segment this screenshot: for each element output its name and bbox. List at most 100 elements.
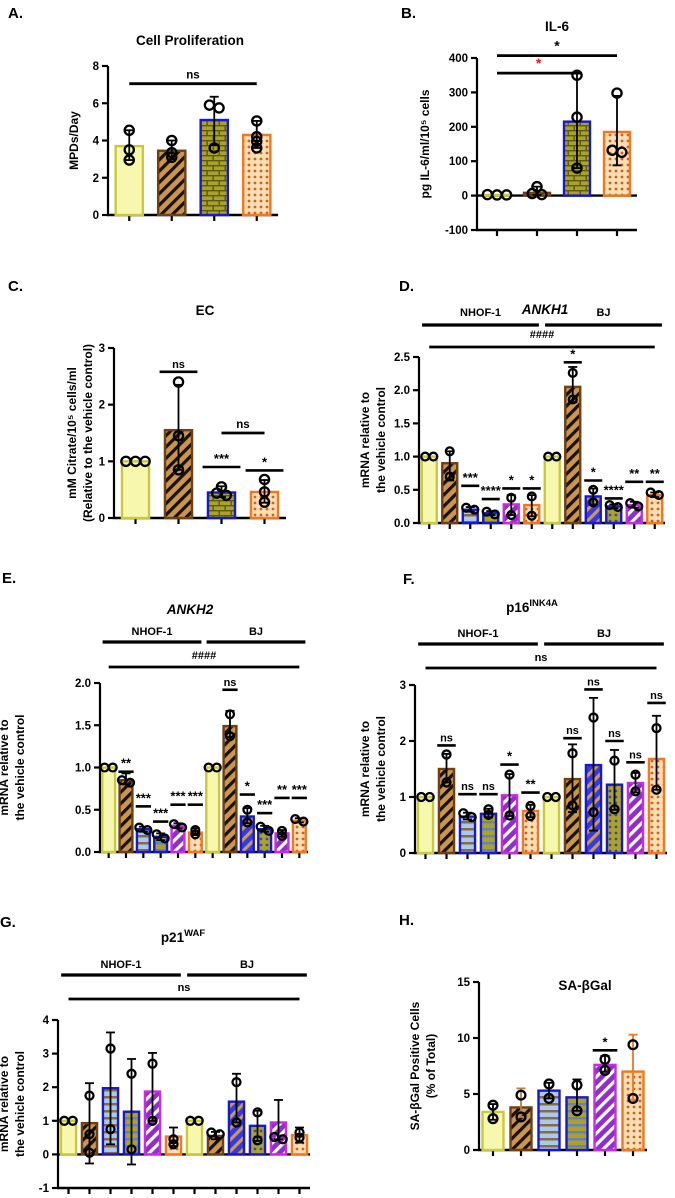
- svg-text:*: *: [262, 454, 268, 469]
- svg-text:*: *: [509, 472, 515, 487]
- svg-text:SA-βGal Positive Cells(% of To: SA-βGal Positive Cells (% of Total): [408, 1001, 438, 1130]
- svg-text:**: **: [650, 466, 661, 481]
- svg-text:***: ***: [292, 782, 308, 797]
- svg-text:*: *: [245, 779, 251, 794]
- svg-text:ns: ns: [172, 359, 185, 371]
- svg-text:IL-6: IL-6: [545, 19, 569, 34]
- svg-text:####: ####: [192, 650, 216, 662]
- svg-text:ns: ns: [608, 728, 621, 740]
- svg-text:1.5: 1.5: [75, 720, 92, 732]
- svg-text:100: 100: [449, 156, 468, 168]
- svg-text:**: **: [629, 466, 640, 481]
- panel-letter-d: D.: [399, 278, 414, 295]
- svg-text:ns: ns: [178, 982, 191, 994]
- svg-text:NHOF-1: NHOF-1: [460, 307, 501, 319]
- svg-text:6: 6: [93, 98, 99, 110]
- svg-text:2.0: 2.0: [75, 678, 91, 690]
- svg-text:**: **: [277, 782, 288, 797]
- svg-text:***: ***: [463, 470, 479, 485]
- svg-text:8: 8: [93, 61, 100, 73]
- svg-text:***: ***: [188, 789, 204, 804]
- svg-text:ns: ns: [224, 677, 237, 689]
- panel-letter-b: B.: [401, 5, 416, 22]
- chart-p21: p21WAF mRNA relative to the vehicle contro…: [0, 928, 310, 1195]
- svg-text:4: 4: [93, 136, 100, 148]
- svg-text:NHOF-1: NHOF-1: [101, 959, 142, 971]
- svg-text:0.5: 0.5: [75, 805, 92, 817]
- svg-text:5: 5: [464, 1089, 471, 1101]
- svg-text:0: 0: [462, 191, 468, 203]
- svg-text:*: *: [554, 38, 560, 54]
- svg-text:200: 200: [449, 122, 468, 134]
- svg-text:**: **: [525, 777, 536, 792]
- svg-text:-100: -100: [445, 225, 468, 237]
- panel-d: D. ANKH1 mRNA relative to the vehicle cont…: [337, 260, 675, 560]
- svg-text:***: ***: [170, 789, 186, 804]
- svg-text:-1: -1: [39, 1183, 50, 1195]
- svg-text:2: 2: [43, 1082, 49, 1094]
- chart-cell-proliferation: Cell Proliferation MPDs/Day 0 2 4 6 8 ns: [67, 33, 278, 222]
- svg-text:1: 1: [43, 1116, 50, 1128]
- svg-text:p21WAF: p21WAF: [161, 928, 206, 945]
- svg-text:*: *: [591, 465, 597, 480]
- svg-text:1: 1: [400, 792, 407, 804]
- svg-text:0.0: 0.0: [394, 518, 410, 530]
- svg-text:####: ####: [530, 329, 554, 341]
- svg-text:*: *: [507, 749, 513, 764]
- svg-text:*: *: [529, 472, 535, 487]
- panel-a: A. Cell Proliferation MPDs/Day 0 2 4 6 8 ns: [0, 0, 337, 260]
- svg-text:1.0: 1.0: [75, 763, 91, 775]
- chart-ankh2: ANKH2 mRNA relative to the vehicle control…: [0, 602, 309, 859]
- svg-text:p16INK4A: p16INK4A: [506, 598, 558, 615]
- panel-e: E. ANKH2 mRNA relative to the vehicle cont…: [0, 560, 337, 870]
- svg-text:ns: ns: [482, 781, 495, 793]
- svg-text:BJ: BJ: [249, 626, 263, 638]
- svg-text:pg IL-6/ml/10⁵ cells: pg IL-6/ml/10⁵ cells: [418, 89, 432, 198]
- svg-text:1.0: 1.0: [394, 452, 410, 464]
- svg-text:15: 15: [457, 977, 470, 989]
- svg-text:EC: EC: [196, 303, 215, 318]
- svg-text:ns: ns: [587, 676, 600, 688]
- svg-text:2.5: 2.5: [394, 352, 411, 364]
- svg-text:**: **: [121, 756, 132, 771]
- svg-text:0.5: 0.5: [394, 485, 411, 497]
- svg-text:10: 10: [457, 1033, 470, 1045]
- svg-text:NHOF-1: NHOF-1: [132, 626, 173, 638]
- svg-text:BJ: BJ: [240, 959, 254, 971]
- chart-p16: p16INK4A mRNA relative to the vehicle cont…: [358, 598, 667, 860]
- svg-text:2: 2: [400, 736, 406, 748]
- svg-text:1: 1: [99, 456, 106, 468]
- svg-text:***: ***: [214, 451, 230, 466]
- svg-text:mM Citrate/10⁵ cells/ml(Relati: mM Citrate/10⁵ cells/ml (Relative to the …: [65, 344, 95, 522]
- svg-text:ns: ns: [186, 70, 199, 82]
- svg-text:0: 0: [43, 1149, 49, 1161]
- svg-text:*: *: [570, 346, 576, 361]
- svg-text:ANKH2: ANKH2: [166, 602, 214, 617]
- svg-text:ns: ns: [236, 419, 249, 431]
- svg-text:1.5: 1.5: [394, 418, 411, 430]
- svg-text:2: 2: [99, 400, 105, 412]
- panel-letter-a: A.: [8, 5, 23, 22]
- svg-text:3: 3: [43, 1049, 49, 1061]
- svg-text:ns: ns: [461, 781, 474, 793]
- chart-ankh1: ANKH1 mRNA relative to the vehicle control…: [358, 302, 665, 530]
- svg-text:BJ: BJ: [597, 628, 611, 640]
- svg-text:***: ***: [136, 790, 152, 805]
- svg-text:2: 2: [93, 173, 99, 185]
- svg-text:*: *: [602, 1034, 608, 1049]
- svg-text:2.0: 2.0: [394, 385, 410, 397]
- svg-text:4: 4: [43, 1015, 50, 1027]
- svg-text:0: 0: [93, 210, 99, 222]
- chart-sa-bgal: SA-βGal SA-βGal Positive Cells (% of Total…: [408, 977, 647, 1157]
- panel-letter-f: F.: [403, 571, 415, 588]
- svg-text:***: ***: [153, 806, 169, 821]
- svg-text:ANKH1: ANKH1: [521, 302, 569, 317]
- chart-ec: EC mM Citrate/10⁵ cells/ml (Relative to th…: [65, 303, 286, 525]
- svg-text:300: 300: [449, 87, 468, 99]
- svg-text:ns: ns: [650, 690, 663, 702]
- svg-text:0.0: 0.0: [75, 847, 91, 859]
